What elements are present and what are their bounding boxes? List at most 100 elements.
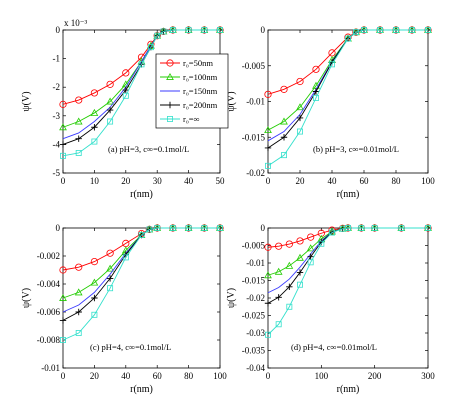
data-point (59, 266, 67, 274)
data-point (264, 300, 272, 307)
data-point (201, 225, 208, 231)
legend-entry: r₀=150nm (160, 86, 218, 96)
data-point (296, 77, 304, 86)
data-point (185, 225, 192, 231)
data-point (107, 118, 114, 125)
y-tick-label: -0.005 (242, 61, 266, 71)
data-point (425, 27, 431, 33)
y-tick-label: -3 (53, 111, 61, 121)
data-point (307, 233, 315, 241)
data-point (361, 27, 367, 33)
x-tick-label: 100 (421, 176, 435, 186)
y-tick-label: -0.006 (37, 307, 61, 317)
data-point (154, 32, 161, 39)
data-point (107, 285, 114, 292)
data-point (296, 253, 304, 261)
x-tick-label: 50 (216, 176, 226, 186)
legend: r₀=50nm r₀=100nm r₀=150nm r₀=200nm r₀=∞ (155, 53, 229, 129)
x-tick-label: 40 (328, 176, 338, 186)
x-tick-label: 20 (296, 176, 306, 186)
x-tick-label: 0 (61, 371, 66, 381)
series-4 (60, 27, 223, 159)
x-tick-label: 100 (315, 371, 329, 381)
x-tick-label: 10 (90, 176, 100, 186)
x-tick-label: 30 (153, 176, 163, 186)
data-point (147, 44, 154, 51)
legend-marker (166, 59, 174, 67)
legend-entry: r₀=100nm (160, 72, 218, 82)
data-point (377, 27, 383, 33)
x-tick-label: 20 (90, 371, 100, 381)
x-tick-label: 20 (121, 176, 131, 186)
data-point (217, 27, 223, 33)
y-tick-label: -0.03 (246, 328, 265, 338)
data-point (90, 108, 99, 116)
y-axis-label: ψ(V) (226, 91, 237, 111)
data-point (185, 27, 192, 33)
data-point (146, 226, 153, 233)
data-point (318, 240, 325, 247)
data-point (106, 106, 114, 114)
data-point (358, 225, 365, 231)
x-tick-label: 40 (121, 371, 131, 381)
data-point (297, 281, 303, 288)
panel-caption: (a) pH=3, c∞=0.1mol/L (108, 144, 189, 154)
data-point (296, 114, 304, 122)
data-point (393, 27, 399, 33)
data-point (154, 225, 161, 231)
y-tick-label: -0.005 (242, 241, 266, 251)
series-line (62, 29, 220, 157)
data-point (106, 275, 114, 282)
y-tick-label: -0.004 (37, 279, 61, 289)
y-multiplier: x 10⁻³ (64, 18, 88, 28)
y-tick-label: -0.01 (246, 258, 265, 268)
data-point (106, 97, 114, 105)
legend-marker (166, 101, 174, 109)
data-point (313, 94, 319, 101)
plot-frame (267, 29, 429, 174)
data-point (122, 254, 129, 261)
data-point (74, 117, 83, 125)
data-point (60, 152, 66, 159)
data-point (160, 28, 167, 35)
y-tick-label: -0.015 (242, 132, 266, 142)
data-point (329, 61, 335, 68)
y-tick-label: -1 (53, 54, 61, 64)
data-point (296, 269, 304, 276)
y-tick-label: -0.008 (37, 335, 61, 345)
x-tick-label: 80 (184, 371, 194, 381)
data-point (286, 283, 293, 290)
data-point (265, 331, 271, 338)
panel-c: 0 20 40 60 80 100 -0.01 -0.008 -0.006 -0.004 -0.00… (21, 223, 227, 395)
data-point (90, 257, 99, 266)
data-point (329, 229, 335, 236)
data-point (274, 267, 283, 275)
plot-frame (267, 227, 429, 369)
y-tick-label: -0.025 (242, 311, 266, 321)
data-point (217, 225, 223, 231)
data-point (280, 85, 288, 93)
data-point (106, 264, 114, 272)
y-tick-label: -0.002 (37, 251, 60, 261)
data-point (122, 69, 130, 77)
data-point (307, 253, 314, 260)
y-tick-label: -0.035 (242, 346, 266, 356)
y-tick-label: -0.01 (246, 97, 265, 107)
panel-d: 0 100 200 300 -0.04 -0.035 -0.03 -0.025 -0.02 -0.… (226, 223, 435, 395)
y-tick-label: -4 (53, 139, 61, 149)
data-point (345, 35, 351, 42)
data-point (285, 261, 294, 269)
data-point (75, 96, 83, 104)
data-point (312, 88, 320, 95)
y-tick-label: 0 (56, 223, 61, 233)
plot-frame (62, 227, 221, 369)
data-point (264, 90, 272, 98)
series-4 (265, 27, 431, 169)
y-tick-label: 0 (56, 25, 61, 35)
y-tick-label: -0.04 (246, 363, 265, 373)
data-point (425, 225, 431, 231)
data-point (345, 225, 351, 231)
legend-label: r₀=∞ (183, 114, 200, 124)
data-point (306, 244, 315, 252)
